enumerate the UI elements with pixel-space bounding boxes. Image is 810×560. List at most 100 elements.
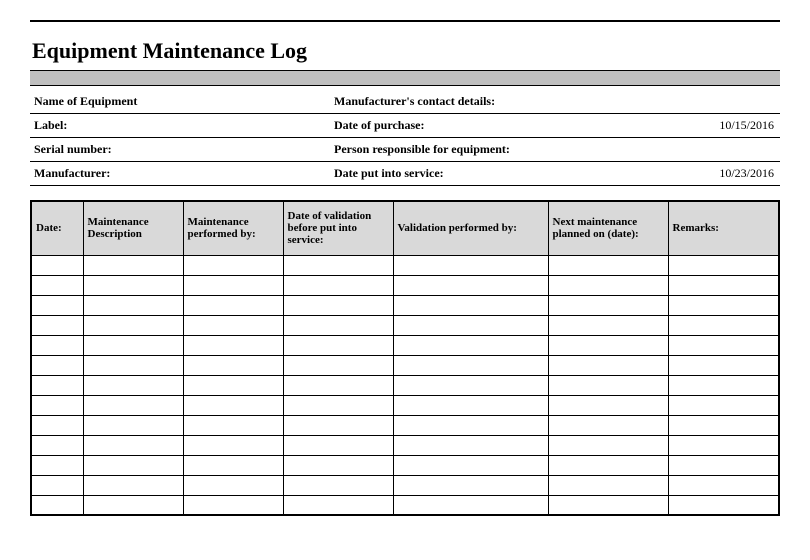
log-cell[interactable] [31,355,83,375]
log-cell[interactable] [668,395,779,415]
log-cell[interactable] [548,355,668,375]
log-cell[interactable] [283,395,393,415]
log-cell[interactable] [548,375,668,395]
log-cell[interactable] [393,435,548,455]
log-cell[interactable] [83,455,183,475]
log-cell[interactable] [183,435,283,455]
log-cell[interactable] [393,315,548,335]
log-cell[interactable] [668,275,779,295]
log-row [31,455,779,475]
log-cell[interactable] [31,255,83,275]
log-cell[interactable] [183,275,283,295]
log-cell[interactable] [183,255,283,275]
log-cell[interactable] [283,455,393,475]
log-cell[interactable] [183,355,283,375]
log-cell[interactable] [548,335,668,355]
log-cell[interactable] [31,375,83,395]
log-cell[interactable] [668,315,779,335]
log-cell[interactable] [183,395,283,415]
log-cell[interactable] [668,255,779,275]
log-cell[interactable] [548,475,668,495]
log-cell[interactable] [31,475,83,495]
info-label-right: Manufacturer's contact details: [330,90,590,114]
log-cell[interactable] [668,355,779,375]
log-cell[interactable] [668,375,779,395]
log-cell[interactable] [283,355,393,375]
log-cell[interactable] [548,455,668,475]
log-cell[interactable] [283,415,393,435]
log-cell[interactable] [548,255,668,275]
log-cell[interactable] [283,315,393,335]
log-cell[interactable] [668,435,779,455]
log-cell[interactable] [393,455,548,475]
log-cell[interactable] [83,275,183,295]
log-cell[interactable] [31,315,83,335]
log-cell[interactable] [31,295,83,315]
info-value-left [160,162,330,186]
log-cell[interactable] [183,415,283,435]
log-cell[interactable] [283,255,393,275]
log-cell[interactable] [83,335,183,355]
log-row [31,355,779,375]
log-cell[interactable] [393,255,548,275]
log-cell[interactable] [283,435,393,455]
log-cell[interactable] [668,475,779,495]
log-cell[interactable] [31,275,83,295]
log-cell[interactable] [183,495,283,515]
log-cell[interactable] [393,495,548,515]
log-cell[interactable] [83,475,183,495]
info-label-left: Label: [30,114,160,138]
log-cell[interactable] [393,275,548,295]
log-cell[interactable] [668,295,779,315]
log-cell[interactable] [393,375,548,395]
log-cell[interactable] [548,435,668,455]
log-cell[interactable] [668,495,779,515]
log-cell[interactable] [31,495,83,515]
log-cell[interactable] [183,475,283,495]
log-cell[interactable] [548,395,668,415]
log-cell[interactable] [83,375,183,395]
log-cell[interactable] [393,415,548,435]
log-cell[interactable] [83,395,183,415]
log-cell[interactable] [283,375,393,395]
log-cell[interactable] [283,295,393,315]
log-cell[interactable] [83,495,183,515]
log-cell[interactable] [548,275,668,295]
log-cell[interactable] [83,355,183,375]
info-label-left: Name of Equipment [30,90,160,114]
log-cell[interactable] [283,495,393,515]
log-row [31,415,779,435]
log-cell[interactable] [83,295,183,315]
log-cell[interactable] [183,375,283,395]
log-cell[interactable] [31,435,83,455]
log-cell[interactable] [83,435,183,455]
log-cell[interactable] [83,415,183,435]
log-cell[interactable] [283,335,393,355]
info-row: Manufacturer:Date put into service:10/23… [30,162,780,186]
log-cell[interactable] [31,395,83,415]
log-cell[interactable] [183,295,283,315]
log-cell[interactable] [393,475,548,495]
log-cell[interactable] [83,255,183,275]
log-cell[interactable] [668,335,779,355]
log-cell[interactable] [548,495,668,515]
log-cell[interactable] [393,295,548,315]
log-cell[interactable] [31,415,83,435]
log-cell[interactable] [668,415,779,435]
log-cell[interactable] [31,335,83,355]
log-cell[interactable] [393,355,548,375]
log-cell[interactable] [183,455,283,475]
log-cell[interactable] [668,455,779,475]
log-row [31,295,779,315]
log-cell[interactable] [283,475,393,495]
log-cell[interactable] [31,455,83,475]
log-cell[interactable] [393,335,548,355]
log-cell[interactable] [183,335,283,355]
log-cell[interactable] [393,395,548,415]
log-cell[interactable] [183,315,283,335]
log-cell[interactable] [548,415,668,435]
log-cell[interactable] [283,275,393,295]
log-cell[interactable] [548,315,668,335]
log-cell[interactable] [548,295,668,315]
log-cell[interactable] [83,315,183,335]
